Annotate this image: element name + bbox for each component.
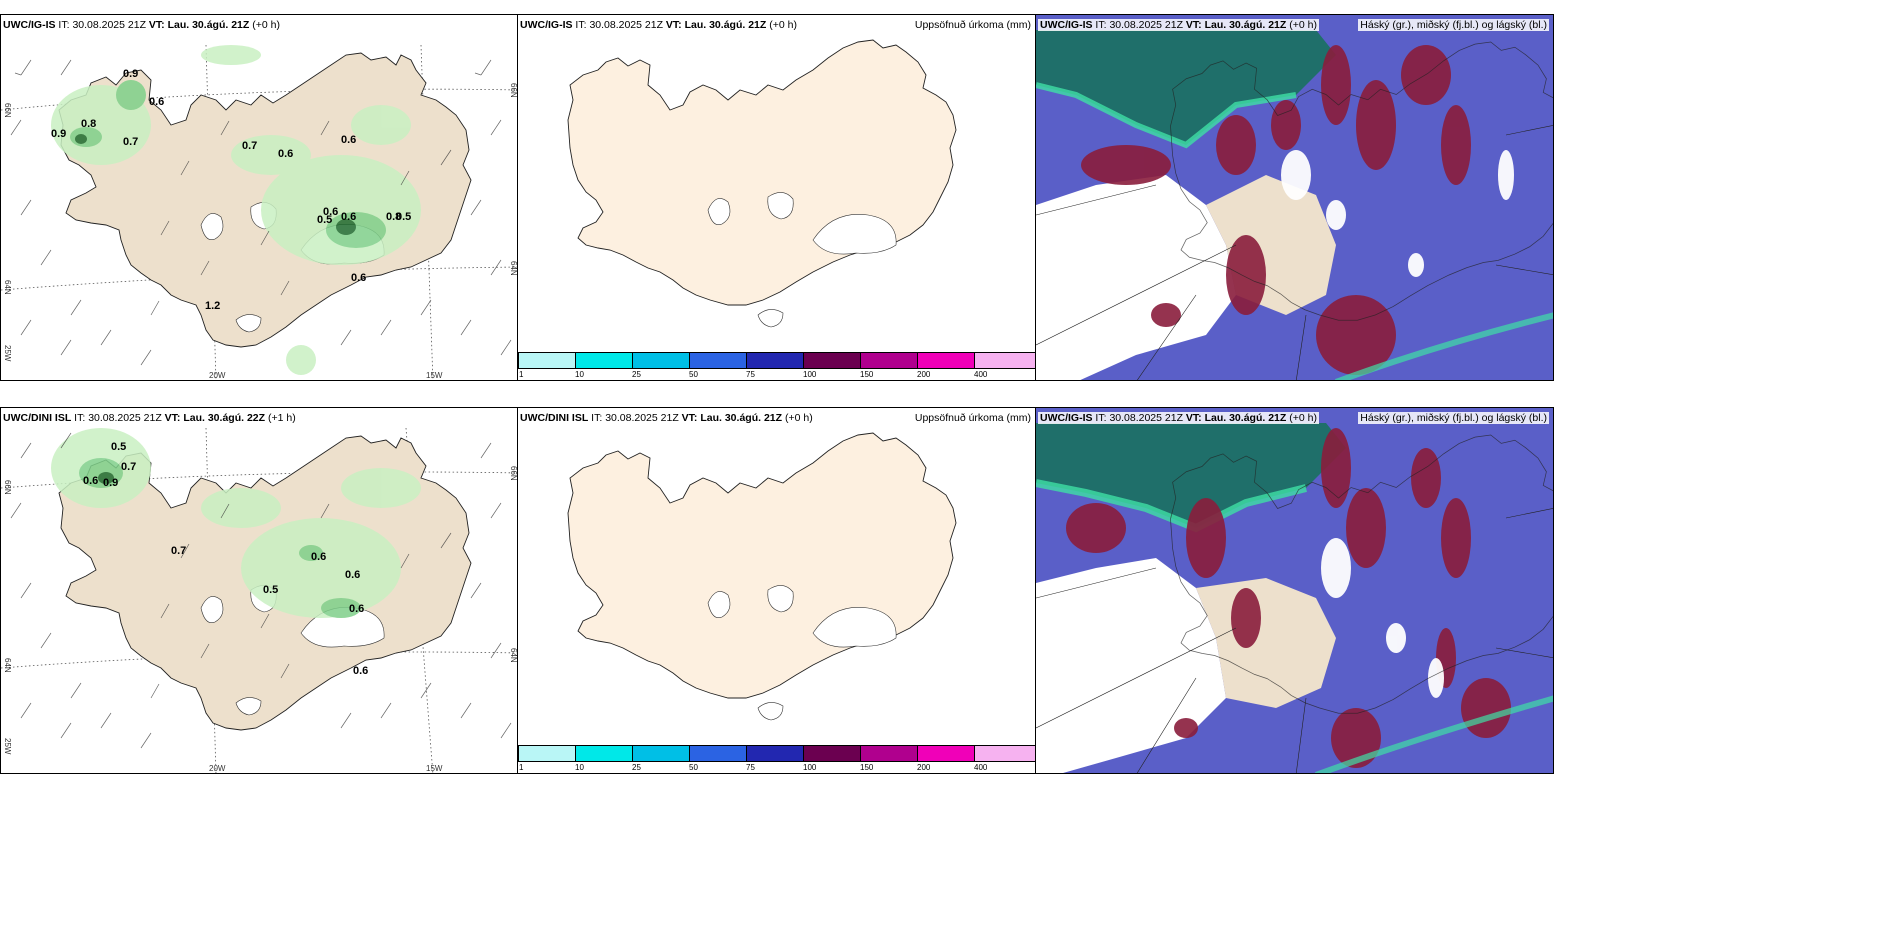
map-title: UWC/IG-IS IT: 30.08.2025 21Z VT: Lau. 30… — [3, 19, 280, 31]
iceland-map: 66N 66N 64N 64N 25W 20W 15W 0.9 0.6 0.8 … — [1, 15, 518, 380]
precip-value: 0.6 — [149, 96, 164, 108]
precip-value: 0.6 — [323, 206, 338, 218]
precip-value: 0.7 — [171, 545, 186, 557]
colorbar-tick: 150 — [860, 370, 874, 379]
cloud-map — [1036, 15, 1553, 380]
lon-label: 15W — [426, 371, 443, 380]
cloud-map — [1036, 408, 1553, 773]
lat-label: 64N — [3, 658, 12, 673]
precip-value: 0.7 — [242, 140, 257, 152]
colorbar-segment — [860, 352, 918, 369]
lat-label: 66N — [509, 466, 518, 481]
colorbar-segment — [803, 352, 861, 369]
colorbar-segment — [518, 352, 576, 369]
precip-value: 0.6 — [341, 134, 356, 146]
colorbar-segment — [917, 745, 975, 762]
colorbar-tick: 25 — [632, 763, 641, 772]
colorbar-segment — [974, 745, 1035, 762]
colorbar-segment — [974, 352, 1035, 369]
colorbar-tick: 10 — [575, 370, 584, 379]
lat-label: 64N — [509, 648, 518, 663]
colorbar: 1 10 25 50 75 100 150 200 400 — [518, 352, 1035, 380]
colorbar-segment — [632, 745, 690, 762]
map-title: UWC/IG-IS IT: 30.08.2025 21Z VT: Lau. 30… — [1038, 412, 1319, 424]
wind-precip-map-top: UWC/IG-IS IT: 30.08.2025 21Z VT: Lau. 30… — [0, 14, 518, 381]
colorbar-tick: 1 — [519, 370, 524, 379]
precip-value: 0.7 — [121, 461, 136, 473]
colorbar-segment — [689, 745, 747, 762]
map-title: UWC/IG-IS IT: 30.08.2025 21Z VT: Lau. 30… — [520, 19, 797, 31]
precip-value: 0.7 — [123, 136, 138, 148]
iceland-map: 66N 66N 64N 64N 25W 20W 15W 0.5 0.7 0.6 … — [1, 408, 518, 773]
lat-label: 64N — [509, 261, 518, 276]
precip-value: 0.5 — [317, 214, 332, 226]
colorbar-tick: 75 — [746, 370, 755, 379]
precip-value: 1.2 — [205, 300, 220, 312]
iceland-map — [567, 432, 957, 721]
colorbar-tick: 25 — [632, 370, 641, 379]
lon-label: 25W — [3, 345, 12, 362]
accumulated-precip-map-top: UWC/IG-IS IT: 30.08.2025 21Z VT: Lau. 30… — [517, 14, 1036, 381]
map-subtitle: Uppsöfnuð úrkoma (mm) — [914, 412, 1031, 424]
colorbar-segment — [632, 352, 690, 369]
colorbar-segment — [746, 745, 804, 762]
iceland-map — [567, 39, 957, 328]
colorbar-segment — [689, 352, 747, 369]
colorbar-segment — [575, 745, 633, 762]
lon-label: 20W — [209, 371, 226, 380]
colorbar-tick: 400 — [974, 763, 988, 772]
colorbar-tick: 200 — [917, 370, 931, 379]
colorbar-segment — [917, 352, 975, 369]
map-title: UWC/IG-IS IT: 30.08.2025 21Z VT: Lau. 30… — [1038, 19, 1319, 31]
cloud-cover-map-top: UWC/IG-IS IT: 30.08.2025 21Z VT: Lau. 30… — [1035, 14, 1554, 381]
lat-label: 66N — [509, 83, 518, 98]
lat-label: 66N — [3, 103, 12, 118]
precip-value: 0.6 — [351, 272, 366, 284]
map-title: UWC/DINI ISL IT: 30.08.2025 21Z VT: Lau.… — [520, 412, 813, 424]
precip-value: 0.9 — [123, 68, 138, 80]
precip-value: 0.6 — [311, 551, 326, 563]
map-title: UWC/DINI ISL IT: 30.08.2025 21Z VT: Lau.… — [3, 412, 296, 424]
precip-value: 0.5 — [396, 211, 411, 223]
colorbar-segment — [746, 352, 804, 369]
precip-value: 0.6 — [349, 603, 364, 615]
accumulated-precip-map-bottom: UWC/DINI ISL IT: 30.08.2025 21Z VT: Lau.… — [517, 407, 1036, 774]
precip-value: 0.9 — [103, 477, 118, 489]
colorbar-tick: 100 — [803, 763, 817, 772]
colorbar-tick: 100 — [803, 370, 817, 379]
map-subtitle: Uppsöfnuð úrkoma (mm) — [914, 19, 1031, 31]
colorbar-segment — [518, 745, 576, 762]
wind-precip-map-bottom: UWC/DINI ISL IT: 30.08.2025 21Z VT: Lau.… — [0, 407, 518, 774]
precip-value: 0.5 — [111, 441, 126, 453]
colorbar-tick: 50 — [689, 370, 698, 379]
colorbar-tick: 10 — [575, 763, 584, 772]
map-subtitle: Háský (gr.), miðský (fj.bl.) og lágský (… — [1358, 412, 1549, 424]
colorbar-segment — [803, 745, 861, 762]
cloud-cover-map-bottom: UWC/IG-IS IT: 30.08.2025 21Z VT: Lau. 30… — [1035, 407, 1554, 774]
precip-value: 0.6 — [341, 211, 356, 223]
lat-label: 66N — [3, 480, 12, 495]
lat-label: 64N — [3, 280, 12, 295]
lon-label: 15W — [426, 764, 443, 773]
colorbar-segment — [575, 352, 633, 369]
lon-label: 20W — [209, 764, 226, 773]
colorbar-tick: 200 — [917, 763, 931, 772]
colorbar: 1 10 25 50 75 100 150 200 400 — [518, 745, 1035, 773]
precip-value: 0.6 — [353, 665, 368, 677]
precip-value: 0.8 — [81, 118, 96, 130]
colorbar-tick: 50 — [689, 763, 698, 772]
colorbar-tick: 150 — [860, 763, 874, 772]
map-subtitle: Háský (gr.), miðský (fj.bl.) og lágský (… — [1358, 19, 1549, 31]
precip-value: 0.6 — [345, 569, 360, 581]
colorbar-segment — [860, 745, 918, 762]
precip-value: 0.5 — [263, 584, 278, 596]
lon-label: 25W — [3, 738, 12, 755]
precip-value: 0.9 — [51, 128, 66, 140]
precip-value: 0.8 — [386, 211, 401, 223]
precip-value: 0.6 — [83, 475, 98, 487]
colorbar-tick: 75 — [746, 763, 755, 772]
colorbar-tick: 1 — [519, 763, 524, 772]
precip-value: 0.6 — [278, 148, 293, 160]
colorbar-tick: 400 — [974, 370, 988, 379]
